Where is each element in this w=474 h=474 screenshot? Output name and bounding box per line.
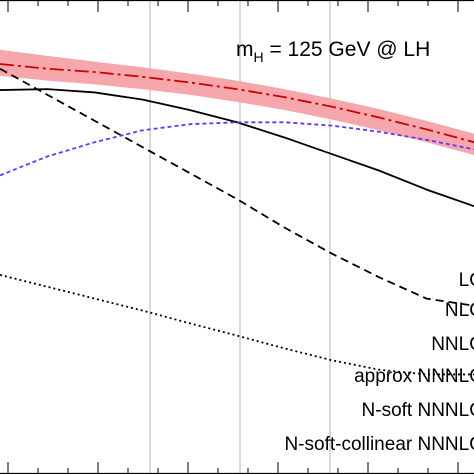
grid-lines	[149, 0, 331, 474]
legend-entry-lo: LO	[459, 270, 474, 291]
legend-entry-n-soft-nnnlo: N-soft NNNLO	[362, 400, 474, 421]
legend-entry-n-soft-collinear-nnnlo: N-soft-collinear NNNLO	[284, 434, 474, 455]
series-line-n-soft-nnnlo	[0, 121, 474, 177]
legend-entry-nnlo: NNLO	[431, 334, 474, 355]
series-line-approx-nnnlo	[0, 63, 474, 144]
annotation-subscript: H	[254, 49, 264, 65]
uncertainty-band-area	[0, 49, 474, 155]
annotation: mH = 125 GeV @ LH	[236, 38, 430, 65]
annotation-m: m	[236, 38, 254, 61]
series-line-nnlo	[0, 88, 474, 208]
uncertainty-band	[0, 49, 474, 155]
series-lines	[0, 63, 474, 376]
legend-entry-approx-nnnlo: approx NNNLO	[354, 366, 474, 387]
legend-entry-nlo: NLO	[445, 300, 474, 321]
series-line-nlo	[0, 274, 474, 376]
annotation-rest: = 125 GeV @ LH	[264, 38, 431, 61]
legend: LO NLO NNLO approx NNNLO N-soft NNNLO N-…	[284, 270, 474, 455]
series-line-lo	[0, 67, 474, 307]
